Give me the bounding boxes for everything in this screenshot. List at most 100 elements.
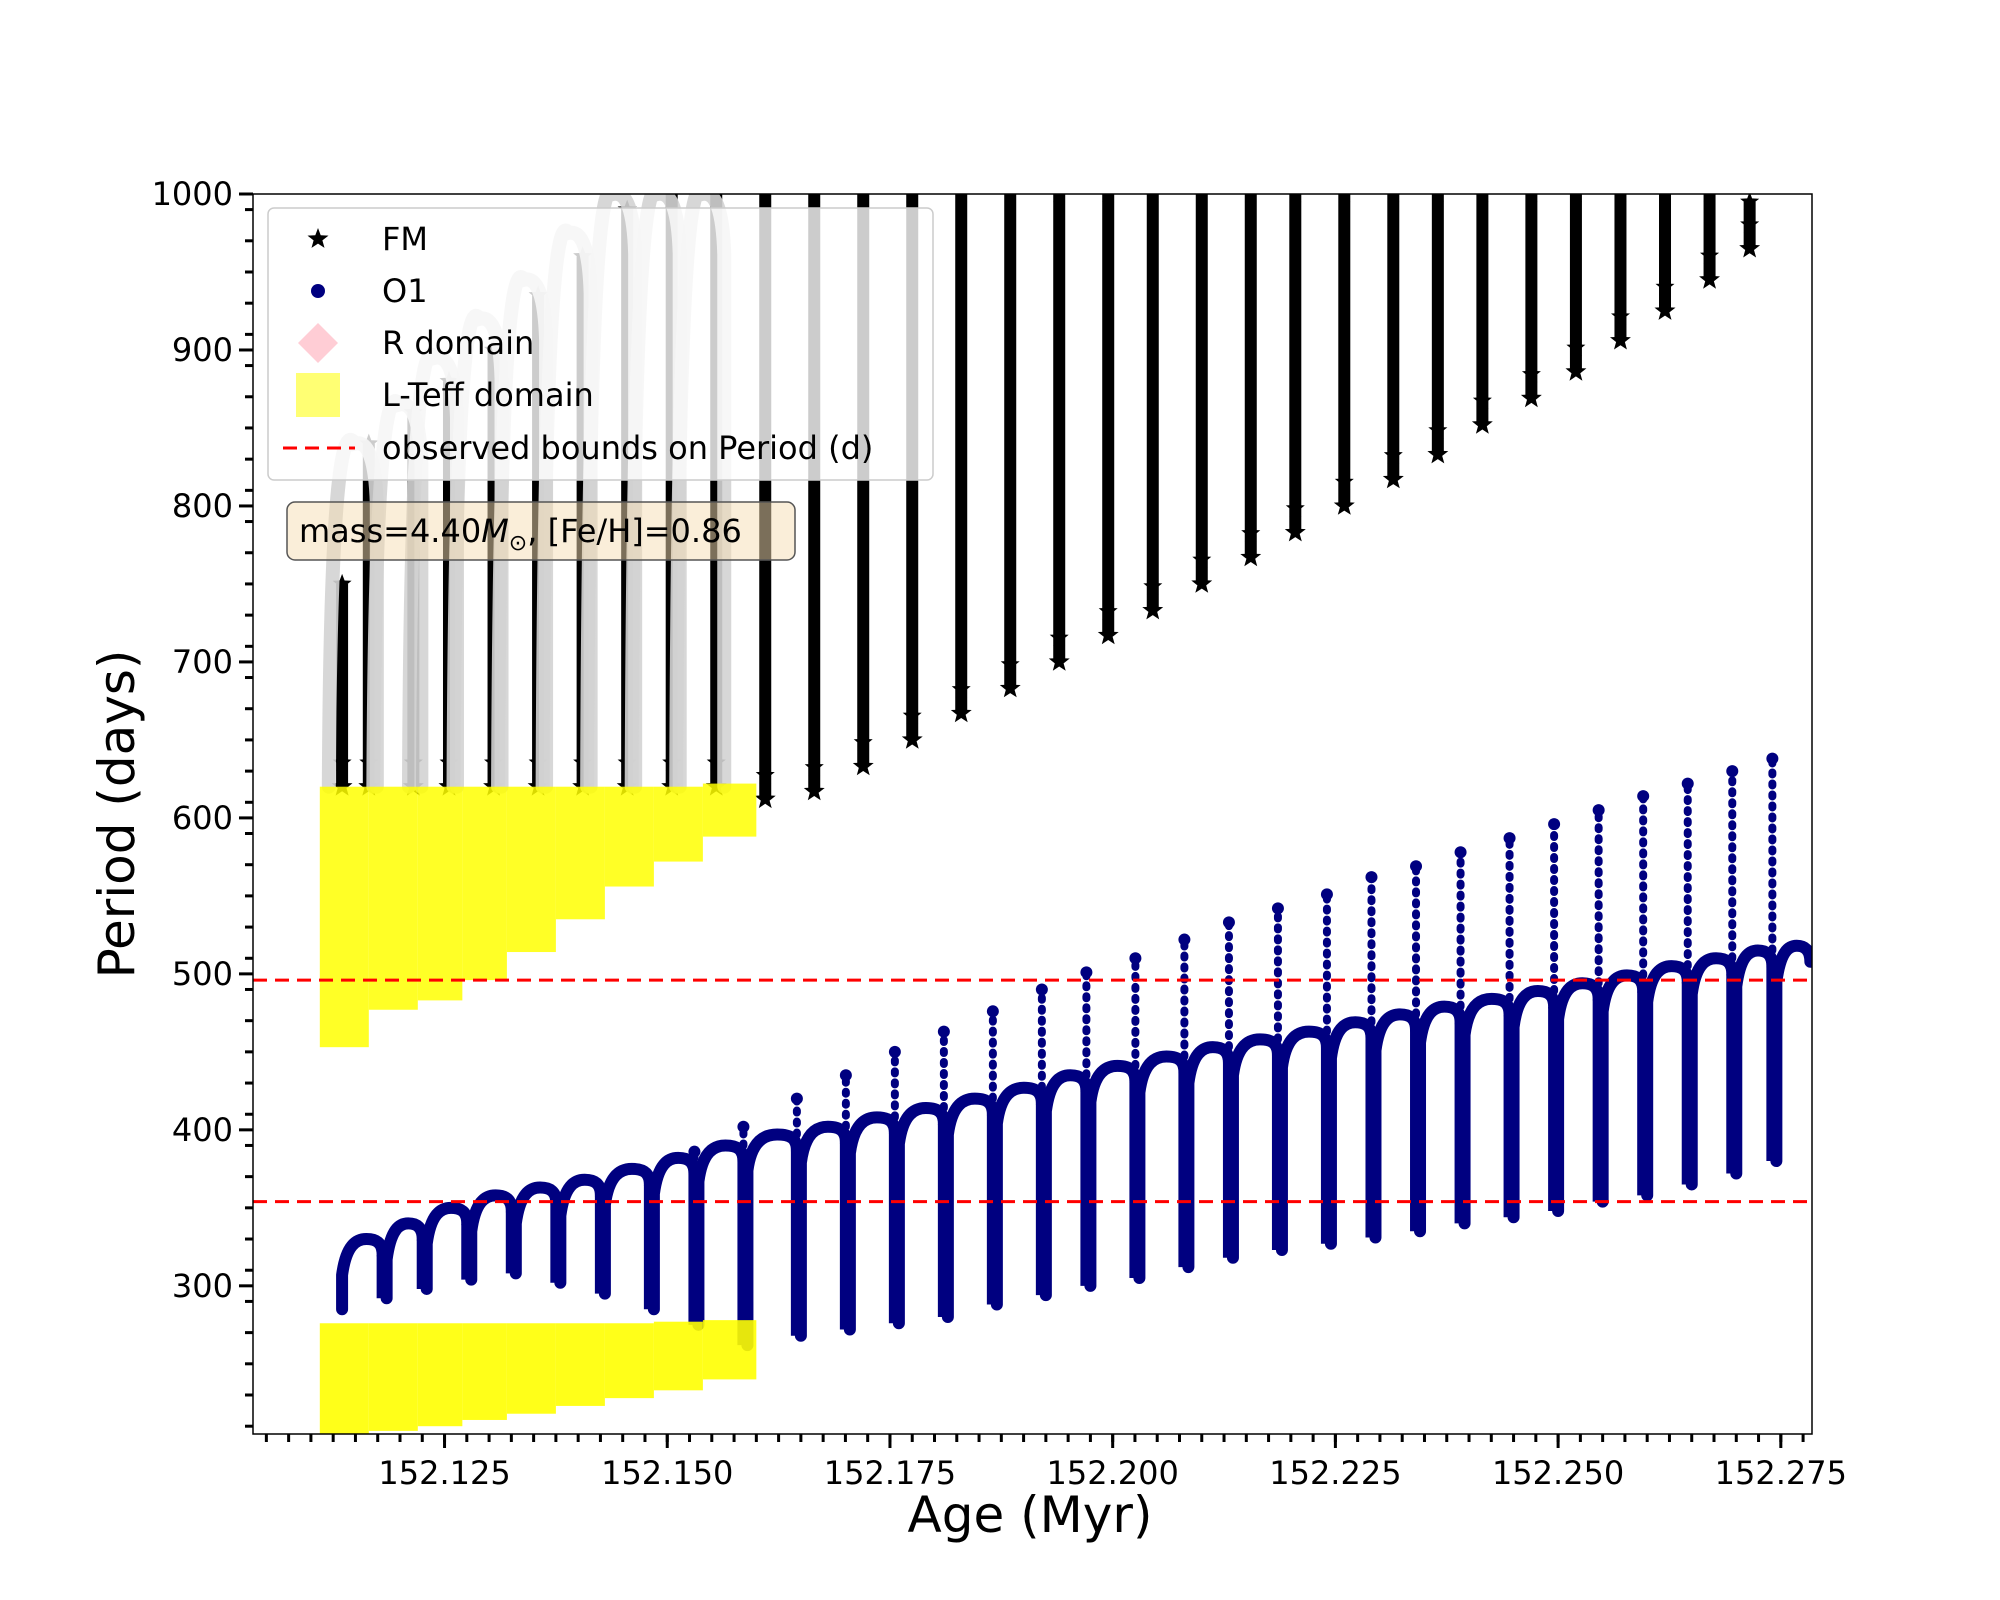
y-tick-label: 300 xyxy=(172,1267,233,1305)
fm-loop-lower-point xyxy=(902,705,922,724)
fm-loop-column xyxy=(1244,194,1257,558)
lteff-lower-block-3 xyxy=(417,1323,463,1427)
fm-loop-min-point xyxy=(950,702,972,723)
fm-loop-max-point xyxy=(857,194,870,203)
legend-label: L-Teff domain xyxy=(382,376,594,414)
fm-loop-max-point xyxy=(1614,194,1627,203)
o1-loop-curve xyxy=(1369,1008,1423,1244)
fm-loop-column xyxy=(1102,194,1115,636)
fm-loop-max-point xyxy=(955,194,968,203)
x-tick-label: 152.250 xyxy=(1492,1454,1624,1492)
x-tick-label: 152.225 xyxy=(1269,1454,1401,1492)
fm-loop-min-point xyxy=(1654,300,1676,320)
fm-loop-19 xyxy=(1142,194,1164,620)
legend-circle-marker xyxy=(311,284,325,298)
x-axis: 152.125 152.150 152.175 152.200 152.225 152.2… xyxy=(264,1434,1847,1492)
o1-loop-10 xyxy=(741,1092,803,1352)
o1-loop-curve xyxy=(1084,1059,1142,1292)
legend-star-marker xyxy=(307,228,329,248)
fm-loop-max-point xyxy=(1338,194,1351,203)
observed-bounds xyxy=(253,978,1812,1204)
fm-loop-lower-point xyxy=(1472,390,1492,409)
fm-loop-max-point xyxy=(1476,194,1489,203)
o1-loop-spike-point xyxy=(1129,952,1142,965)
fm-loop-27 xyxy=(1520,194,1542,408)
fm-loop-min-point xyxy=(999,677,1021,698)
fm-loop-lower-point xyxy=(332,752,352,771)
fm-loop-lower-point xyxy=(853,732,873,751)
o1-loop-spike-point xyxy=(688,1145,701,1158)
o1-loop-curve xyxy=(1596,969,1650,1208)
fm-loop-max-point xyxy=(759,194,772,203)
fm-loop-min-point xyxy=(1142,599,1164,620)
fm-loop-column xyxy=(1703,194,1716,280)
lteff-upper-block-7 xyxy=(604,786,654,887)
fm-loop-lower-point xyxy=(1521,364,1541,383)
lteff-upper-block-2 xyxy=(368,786,418,1010)
lteff-domain-series xyxy=(319,783,757,1434)
o1-loop-curve xyxy=(1226,1033,1284,1264)
fm-loop-lower-point xyxy=(1566,337,1586,356)
x-tick-label: 152.125 xyxy=(378,1454,510,1492)
fm-loop-max-point xyxy=(1004,194,1017,203)
fm-loop-column xyxy=(1476,194,1489,425)
o1-loop-spike-point xyxy=(1320,888,1333,901)
o1-loop-curve xyxy=(1324,1016,1378,1250)
fm-loop-max-point xyxy=(1570,194,1582,203)
y-tick-label: 600 xyxy=(172,799,233,837)
lteff-lower-block-2 xyxy=(368,1323,418,1431)
o1-loop-3 xyxy=(420,1201,474,1295)
o1-loop-spike-point xyxy=(1637,790,1650,803)
fm-loop-column xyxy=(1004,194,1017,689)
fm-loop-max-point xyxy=(1525,194,1538,203)
fm-loop-min-point xyxy=(1097,624,1119,645)
x-axis-title: Age (Myr) xyxy=(908,1486,1153,1544)
o1-loop-spike-point xyxy=(1726,765,1739,778)
legend-square-marker xyxy=(296,373,340,417)
o1-loop-spike-point xyxy=(1178,933,1191,946)
o1-loop-spike-point xyxy=(1365,871,1378,884)
y-tick-label: 500 xyxy=(172,955,233,993)
legend: FM O1 R domain L-Teff domain observed bounds… xyxy=(267,207,934,481)
o1-loop-spike-point xyxy=(888,1045,901,1058)
fm-loop-lower-point xyxy=(1192,549,1212,568)
o1-loop-6 xyxy=(554,1173,607,1294)
fm-loop-column xyxy=(1338,194,1351,506)
fm-loop-max-point xyxy=(1102,194,1115,203)
fm-loop-lower-point xyxy=(1241,523,1261,542)
o1-loop-curve xyxy=(741,1128,803,1352)
o1-loop-curve xyxy=(892,1102,950,1330)
o1-loop-spike-point xyxy=(1222,916,1235,929)
o1-loop-curve xyxy=(1039,1069,1093,1302)
fm-loop-lower-point xyxy=(755,765,775,784)
o1-loop-spike-point xyxy=(1766,752,1779,765)
lteff-lower-block-9 xyxy=(702,1320,757,1380)
fm-loop-23 xyxy=(1333,194,1355,515)
fm-loop-column xyxy=(1525,194,1538,399)
annotation-box xyxy=(286,501,796,561)
fm-loop-min-point xyxy=(1471,413,1493,434)
fm-loop-min-point xyxy=(901,728,923,749)
fm-loop-28 xyxy=(1565,194,1587,381)
fm-loop-30 xyxy=(1654,194,1676,320)
lteff-lower-block-8 xyxy=(653,1321,703,1391)
o1-loop-curve xyxy=(990,1081,1048,1311)
fm-loop-column xyxy=(1614,194,1627,341)
o1-loop-spike-point xyxy=(1410,860,1423,873)
lteff-lower-block-1 xyxy=(319,1323,369,1434)
fm-loop-21 xyxy=(1240,194,1262,567)
fm-loop-15 xyxy=(950,194,972,723)
y-tick-label: 400 xyxy=(172,1111,233,1149)
o1-loop-spike-point xyxy=(1548,818,1561,831)
o1-loop-spike-point xyxy=(937,1025,950,1038)
fm-loop-lower-point xyxy=(1700,245,1720,264)
legend-label: O1 xyxy=(382,272,428,310)
lteff-upper-block-8 xyxy=(653,786,703,862)
o1-loop-curve xyxy=(420,1201,474,1295)
y-axis: 300 400 500 600 700 800 900 1000 xyxy=(152,175,253,1428)
o1-loop-curve xyxy=(1507,985,1561,1224)
fm-loop-lower-point xyxy=(1285,498,1305,517)
fm-loop-max-point xyxy=(1053,194,1066,203)
o1-loop-7 xyxy=(598,1162,656,1310)
